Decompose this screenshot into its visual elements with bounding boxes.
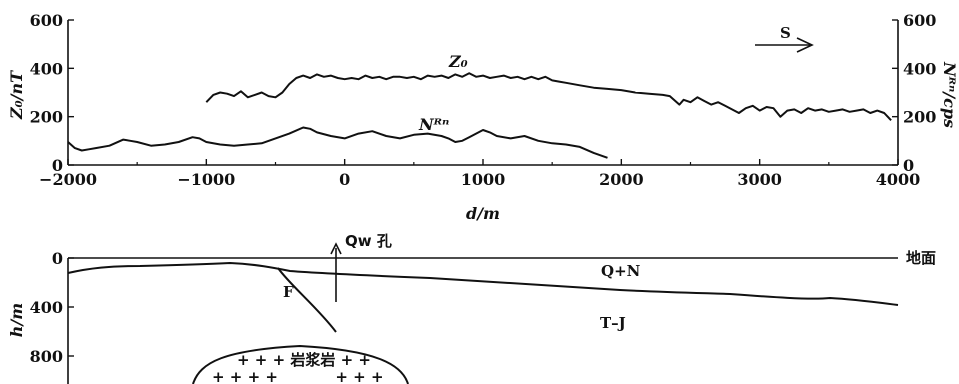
right-y-tick-label: 200 [903, 108, 936, 127]
series-label-z0: Z₀ [448, 52, 468, 71]
well-marker [330, 242, 342, 302]
left-y-tick-label: 0 [52, 156, 63, 175]
right-y-tick-label: 400 [903, 59, 936, 78]
series-line-z0 [205, 72, 892, 121]
ground-label: 地面 [906, 249, 936, 267]
section-axes [67, 257, 898, 384]
series-line-nrn [67, 126, 608, 159]
left-y-tick-group: 0 200 400 600 [30, 11, 74, 175]
x-tick-label: 4000 [876, 170, 921, 189]
x-tick-label: −2000 [39, 170, 97, 189]
x-tick-label: 1000 [461, 170, 506, 189]
section-y-tick-label: 400 [30, 298, 63, 317]
x-tick-label: 0 [339, 170, 350, 189]
upper-chart-axes [67, 20, 899, 166]
well-label: Qw 孔 [345, 232, 392, 250]
well-arrow-head [330, 242, 342, 255]
intrusion-label-row2: + + + + + + + [212, 368, 384, 384]
section-y-axis-label: h/m [7, 303, 26, 337]
x-tick-label: 2000 [599, 170, 644, 189]
right-y-tick-group: 0 200 400 600 [892, 11, 936, 175]
x-axis-label: d/m [466, 204, 500, 223]
series-label-nrn: Nᴿⁿ [418, 115, 449, 134]
fault-line [277, 267, 337, 333]
x-tick-label: −1000 [177, 170, 235, 189]
intrusion-label-row1: + + + 岩浆岩 + + [237, 351, 371, 369]
direction-label: S [780, 24, 791, 42]
section-y-tick-group: 0 400 800 [30, 249, 74, 366]
section-y-tick-label: 0 [52, 249, 63, 268]
left-y-tick-label: 600 [30, 11, 63, 30]
left-y-axis-label: Z₀/nT [7, 70, 26, 120]
left-y-tick-label: 200 [30, 108, 63, 127]
section-y-tick-label: 800 [30, 347, 63, 366]
intrusion-outline [192, 345, 409, 384]
lower-layer-label: T–J [600, 314, 626, 332]
upper-layer-label: Q+N [601, 262, 641, 280]
layer-boundary [67, 262, 899, 306]
direction-indicator: S [755, 24, 814, 53]
direction-arrow-head [796, 37, 814, 53]
left-y-tick-label: 400 [30, 59, 63, 78]
x-tick-label: 3000 [737, 170, 782, 189]
fault-label: F [283, 283, 294, 301]
right-y-axis-label: Nᴿⁿ/cps [940, 61, 959, 128]
x-tick-group: −2000 −1000 0 1000 2000 3000 4000 [39, 159, 920, 189]
right-y-tick-label: 600 [903, 11, 936, 30]
right-y-tick-label: 0 [903, 156, 914, 175]
